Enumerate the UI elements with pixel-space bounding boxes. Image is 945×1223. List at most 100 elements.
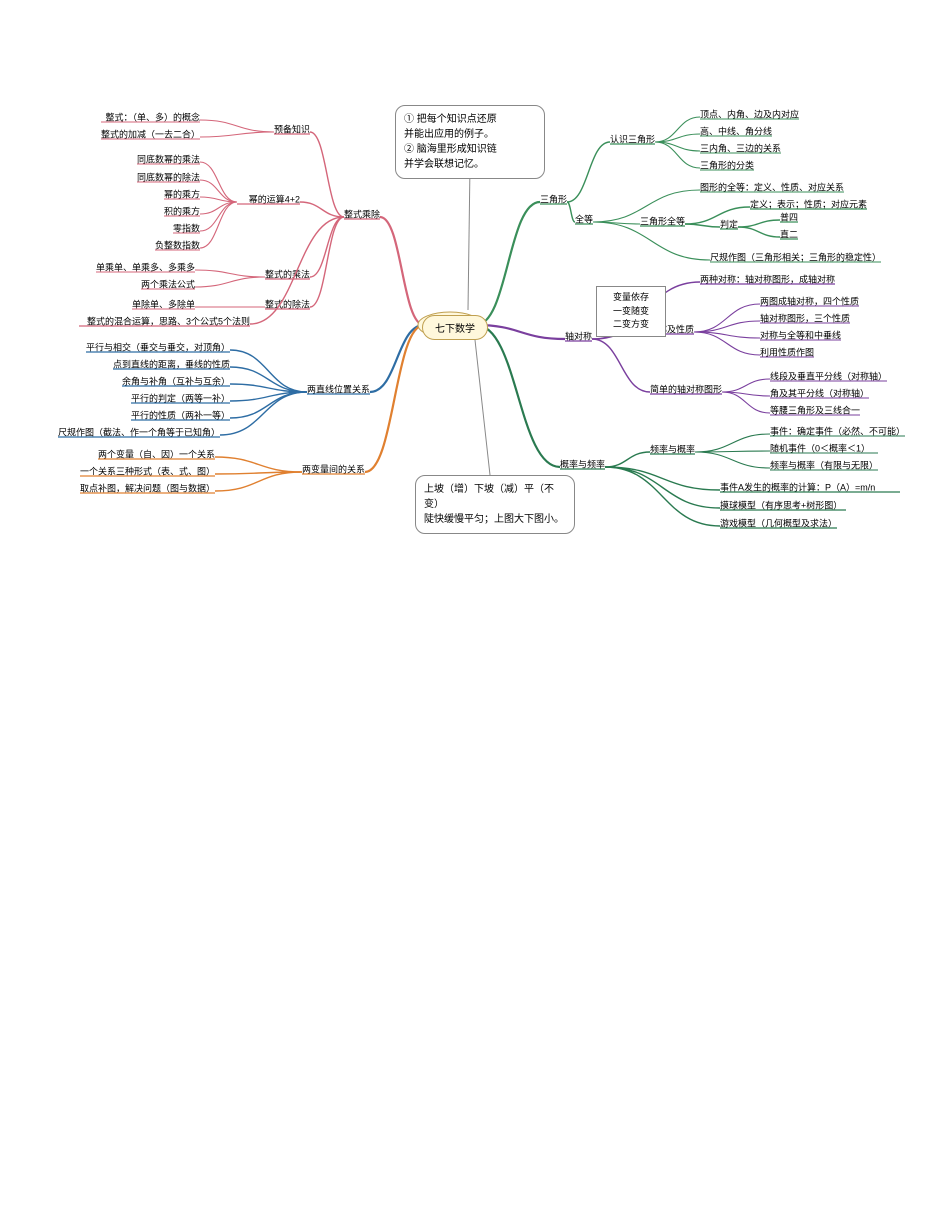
branch-node: 两个变量（自、因）一个关系: [98, 448, 215, 459]
leaf-node: 同底数幂的除法: [137, 171, 200, 182]
branch-edge: [567, 202, 575, 222]
leaf-node: 整式：（单、多）的概念: [105, 111, 200, 122]
callout-bottom: 上坡（增）下坡（减）平（不变）陡快缓慢平匀；上图大下图小。: [415, 475, 575, 534]
leaf-node: 高、中线、角分线: [700, 125, 772, 136]
side-box-line: 二变方变: [603, 318, 659, 332]
branch-node: 整式乘除: [344, 208, 380, 219]
leaf-node: 零指数: [173, 222, 200, 233]
leaf-node: 等腰三角形及三线合一: [770, 404, 860, 415]
branch-node: 整式的除法: [265, 298, 310, 309]
branch-edge: [592, 339, 650, 392]
branch-node: 两直线位置关系: [307, 383, 370, 394]
branch-node: 一个关系三种形式（表、式、图）: [80, 465, 215, 476]
branch-edge: [195, 277, 265, 287]
branch-node: 轴对称: [565, 330, 592, 341]
callout-side: 变量依存一变随变二变方变: [596, 286, 666, 337]
branch-node: 两种对称：轴对称图形，成轴对称: [700, 273, 835, 284]
leaf-node: 两图成轴对称，四个性质: [760, 295, 859, 306]
branch-node: 幂的运算4+2: [249, 193, 300, 204]
branch-node: 平行与相交（垂交与垂交，对顶角）: [86, 341, 230, 352]
branch-edge: [230, 350, 307, 392]
branch-node: 整式的混合运算，思路、3个公式5个法则: [87, 315, 250, 326]
branch-node: 尺规作图（截法、作一个角等于已知角）: [58, 426, 220, 437]
branch-edge: [722, 379, 770, 392]
branch-edge: [200, 197, 237, 202]
leaf-node: 三角形的分类: [700, 159, 754, 170]
branch-edge: [605, 467, 720, 508]
branch-edge: [685, 224, 720, 227]
leaf-node: 同底数幂的乘法: [137, 153, 200, 164]
branch-edge: [220, 392, 307, 435]
branch-node: 两变量间的关系: [302, 463, 365, 474]
branch-node: 三角形全等: [640, 215, 685, 226]
branch-node: 整式的乘法: [265, 268, 310, 279]
branch-edge: [738, 220, 780, 227]
callout-line: 陡快缓慢平匀；上图大下图小。: [424, 512, 566, 527]
branch-edge: [685, 207, 750, 224]
branch-edge: [200, 202, 237, 248]
center-label: 七下数学: [435, 324, 475, 335]
side-box-line: 一变随变: [603, 305, 659, 319]
leaf-node: 尺规作图（三角形相关；三角形的稳定性）: [710, 251, 881, 262]
branch-node: 简单的轴对称图形: [650, 383, 722, 394]
callout-line: 上坡（增）下坡（减）平（不变）: [424, 482, 566, 512]
branch-edge: [310, 217, 344, 277]
leaf-node: 轴对称图形，三个性质: [760, 312, 850, 323]
branch-node: 频率与概率: [650, 443, 695, 454]
branch-edge: [605, 452, 650, 467]
callout-top: ① 把每个知识点还原 并能出应用的例子。② 脑海里形成知识链 并学会联想记忆。: [395, 105, 545, 179]
branch-node: 余角与补角（互补与互余）: [122, 375, 230, 386]
branch-node: 三角形: [540, 193, 567, 204]
branch-edge: [200, 202, 237, 231]
leaf-node: 频率与概率（有限与无限）: [770, 459, 878, 470]
branch-edge: [695, 434, 770, 452]
branch-edge: [655, 142, 700, 168]
branch-edge: [215, 457, 302, 472]
branch-edge: [694, 304, 760, 332]
callout-line: 并能出应用的例子。: [404, 127, 536, 142]
leaf-node: 积的乘方: [164, 205, 200, 216]
branch-edge: [738, 227, 780, 237]
leaf-node: 两个乘法公式: [141, 278, 195, 289]
side-box-line: 变量依存: [603, 291, 659, 305]
branch-node: 认识三角形: [610, 133, 655, 144]
branch-edge: [310, 217, 344, 307]
callout-line: ① 把每个知识点还原: [404, 112, 536, 127]
center-node: 七下数学: [422, 315, 488, 340]
branch-edge: [593, 222, 710, 260]
branch-node: 平行的判定（两等一补）: [131, 392, 230, 403]
leaf-node: 负整数指数: [155, 239, 200, 250]
branch-edge: [476, 325, 560, 467]
leaf-node: 随机事件（0＜概率＜1）: [770, 442, 870, 453]
callout-line: 并学会联想记忆。: [404, 157, 536, 172]
branch-node: 点到直线的距离，垂线的性质: [113, 358, 230, 369]
leaf-node: 单除单、多除单: [132, 298, 195, 309]
leaf-node: 事件：确定事件（必然、不可能）: [770, 425, 905, 436]
branch-node: 取点补图，解决问题（图与数据）: [80, 482, 215, 493]
branch-node: 游戏模型（几何概型及求法）: [720, 517, 837, 528]
leaf-node: 对称与全等和中垂线: [760, 329, 841, 340]
branch-node: 事件A发生的概率的计算：P（A）=m/n: [720, 481, 875, 492]
branch-edge: [567, 142, 610, 202]
leaf-node: 顶点、内角、边及内对应: [700, 108, 799, 119]
branch-node: 平行的性质（两补一等）: [131, 409, 230, 420]
branch-edge: [215, 472, 302, 491]
branch-node: 预备知识: [274, 123, 310, 134]
leaf-node: 幂的乘方: [164, 188, 200, 199]
branch-edge: [605, 467, 720, 526]
branch-node: 全等: [575, 213, 593, 224]
branch-edge: [200, 162, 237, 202]
leaf-node: 三内角、三边的关系: [700, 142, 781, 153]
branch-edge: [200, 132, 274, 137]
leaf-node: 角及其平分线（对称轴）: [770, 387, 869, 398]
callout-tail: [475, 340, 490, 475]
leaf-node: 单乘单、单乘多、多乘多: [96, 261, 195, 272]
callout-tail: [468, 165, 470, 310]
branch-edge: [605, 467, 720, 490]
branch-node: 直二: [780, 228, 798, 239]
branch-edge: [380, 217, 424, 325]
branch-edge: [300, 202, 344, 217]
branch-node: 摸球模型（有序思考+树形图）: [720, 499, 842, 510]
branch-node: 普四: [780, 211, 798, 222]
branch-node: 定义；表示；性质；对应元素: [750, 198, 867, 209]
